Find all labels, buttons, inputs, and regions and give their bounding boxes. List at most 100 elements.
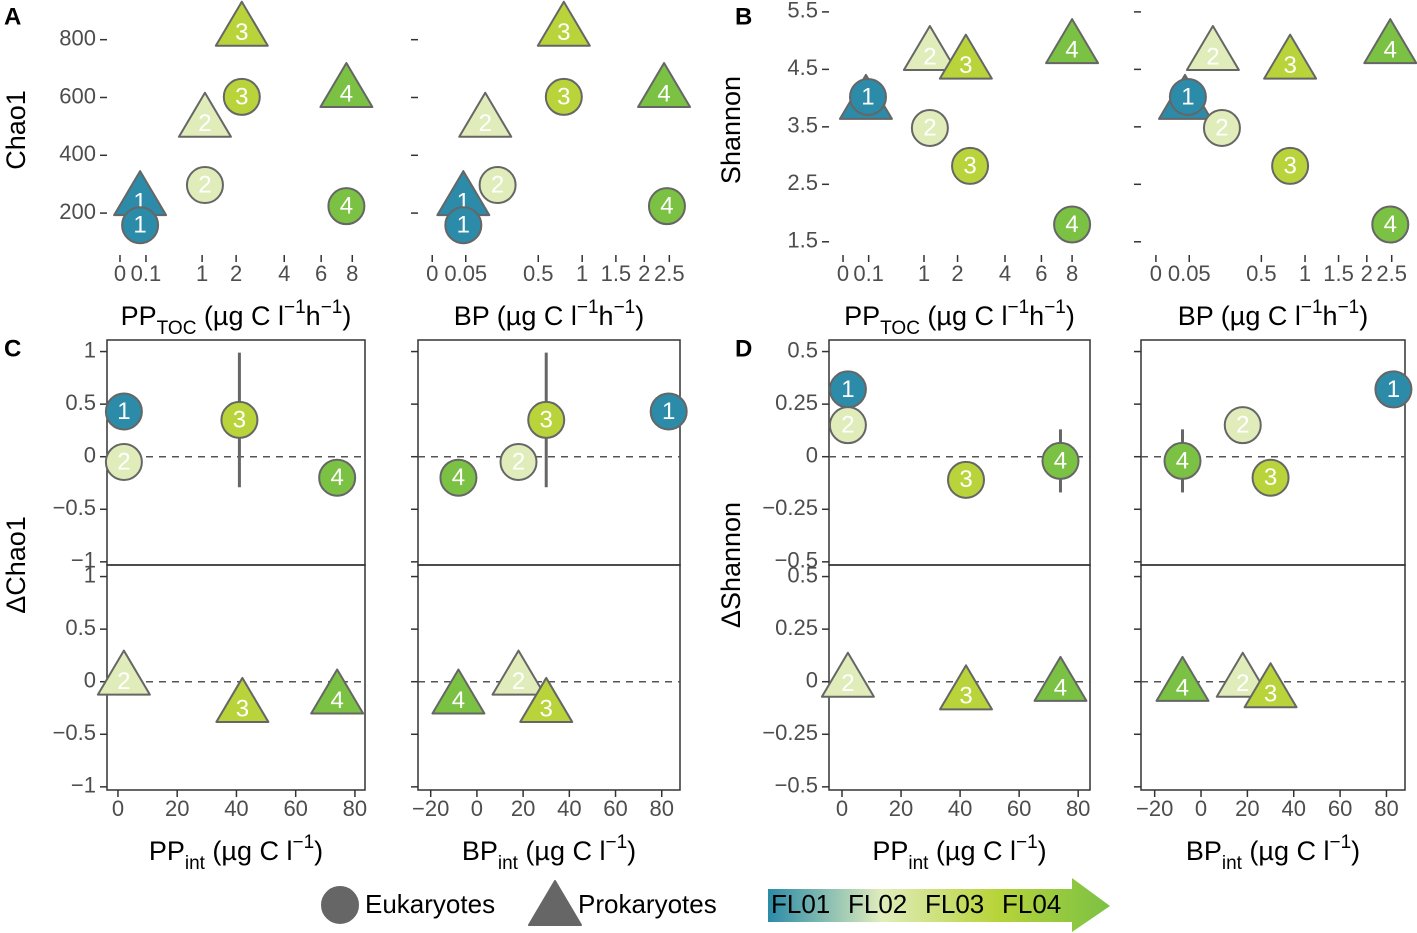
point-label: 3: [557, 83, 570, 110]
x-tick-label: 0.1: [853, 261, 884, 286]
point: [222, 77, 261, 116]
x-tick-label: 60: [1328, 796, 1352, 821]
point: [1185, 25, 1240, 71]
x-tick-label: 0: [112, 796, 124, 821]
point-label: 2: [923, 43, 936, 70]
x-tick-label: 0: [836, 796, 848, 821]
point-label: 1: [1387, 376, 1400, 403]
point-label: 2: [512, 448, 525, 475]
point: [1263, 33, 1318, 80]
x-tick-label: 6: [1035, 261, 1047, 286]
x-axis-label-part: −1: [1008, 297, 1030, 318]
point: [527, 400, 566, 439]
x-axis-label-part: PP: [872, 836, 908, 866]
point: [177, 91, 232, 138]
y-tick-label: −1: [71, 773, 96, 798]
x-tick-label: 1.5: [1323, 261, 1354, 286]
panel-letter: C: [4, 335, 21, 362]
point-label: 3: [540, 406, 553, 433]
x-axis-label-part: int: [908, 853, 929, 874]
point: [1202, 108, 1241, 147]
point-label: 4: [1065, 211, 1078, 238]
y-tick-label: 4.5: [787, 55, 818, 80]
y-tick-label: 0.25: [775, 390, 818, 415]
point: [1363, 18, 1417, 65]
point: [544, 77, 583, 116]
x-tick-label: 0.05: [1168, 261, 1211, 286]
x-tick-label: 2: [951, 261, 963, 286]
point: [319, 61, 374, 108]
x-axis-label-part: int: [498, 853, 519, 874]
x-tick-label: 0: [114, 261, 126, 286]
point: [444, 206, 483, 245]
point-label: 1: [133, 212, 146, 239]
x-axis-label-part: PP: [149, 836, 185, 866]
x-axis-label-part: −1: [1016, 832, 1038, 853]
x-tick-label: 0: [837, 261, 849, 286]
point-label: 2: [117, 448, 130, 475]
x-axis-label-part: (µg C l: [920, 301, 1008, 331]
x-axis-label: BPint (µg C l−1): [462, 832, 636, 874]
y-tick-label: 3.5: [787, 113, 818, 138]
point: [828, 406, 867, 445]
x-axis-label-part: ): [1038, 836, 1047, 866]
x-axis-label-part: ): [342, 301, 351, 331]
panel-frame: [106, 339, 366, 566]
x-axis-label-part: ): [635, 301, 644, 331]
point-label: 3: [959, 52, 972, 79]
point: [1053, 205, 1092, 244]
point-label: 2: [491, 171, 504, 198]
point-label: 3: [1283, 52, 1296, 79]
legend-station: FL01: [771, 889, 830, 919]
point-label: 3: [540, 695, 553, 722]
point-label: 2: [198, 171, 211, 198]
x-axis-label: PPint (µg C l−1): [872, 832, 1046, 874]
point: [637, 61, 692, 108]
point-label: 4: [340, 80, 353, 107]
point: [951, 146, 990, 185]
x-tick-label: 40: [557, 796, 581, 821]
x-tick-label: 0.1: [131, 261, 162, 286]
point-label: 1: [662, 398, 675, 425]
x-axis-label-part: −1: [293, 832, 315, 853]
y-axis-label: ΔShannon: [716, 502, 746, 628]
x-tick-label: 80: [343, 796, 367, 821]
panel-letter: B: [735, 3, 752, 30]
x-axis-label-part: (µg C l: [196, 301, 284, 331]
y-axis-label: ΔChao1: [1, 516, 31, 614]
point-label: 3: [236, 695, 249, 722]
x-axis-label-part: int: [185, 853, 206, 874]
x-axis-label-part: −1: [321, 297, 343, 318]
point-label: 2: [479, 110, 492, 137]
point: [536, 0, 591, 47]
x-axis-label-part: ): [627, 836, 636, 866]
legend-label: Eukaryotes: [365, 889, 495, 919]
y-tick-label: −0.5: [775, 548, 818, 573]
point-label: 4: [660, 192, 673, 219]
point: [1374, 370, 1413, 409]
point: [310, 668, 365, 715]
point-label: 3: [1264, 464, 1277, 491]
point-label: 4: [1176, 447, 1189, 474]
point-label: 2: [1236, 670, 1249, 697]
x-tick-label: 8: [1066, 261, 1078, 286]
y-tick-label: 600: [59, 83, 96, 108]
y-tick-label: 1.5: [787, 228, 818, 253]
panel-letter: D: [735, 335, 752, 362]
y-tick-label: 1: [84, 337, 96, 362]
point-label: 2: [1215, 114, 1228, 141]
x-tick-label: 2: [1361, 261, 1373, 286]
point-label: 3: [1264, 681, 1277, 708]
y-tick-label: 0: [84, 443, 96, 468]
point-label: 4: [657, 80, 670, 107]
point-label: 4: [1176, 674, 1189, 701]
point-label: 2: [1206, 43, 1219, 70]
x-axis-label-part: ): [1066, 301, 1075, 331]
legend-arrow: [768, 878, 1110, 932]
legend-marker: [528, 880, 582, 926]
point-label: 1: [117, 398, 130, 425]
y-tick-label: 0.5: [65, 615, 96, 640]
x-tick-label: 80: [650, 796, 674, 821]
x-tick-label: 0: [1195, 796, 1207, 821]
x-axis-label-part: h: [1323, 301, 1338, 331]
